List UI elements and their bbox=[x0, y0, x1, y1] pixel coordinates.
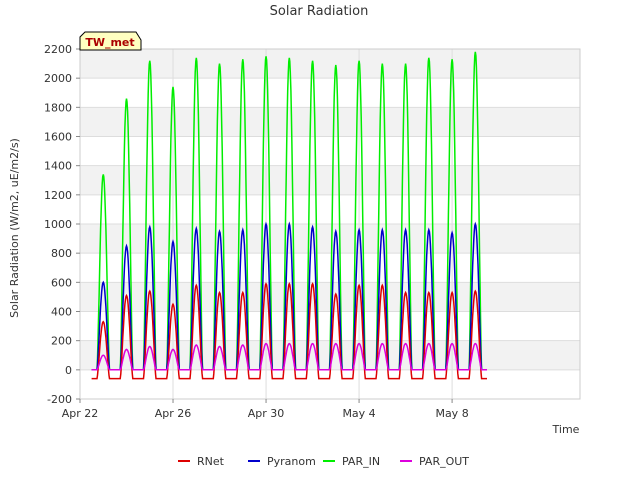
y-tick-label: 1600 bbox=[44, 131, 72, 144]
legend-label: PAR_IN bbox=[342, 455, 380, 468]
legend-label: PAR_OUT bbox=[419, 455, 469, 468]
x-axis-label: Time bbox=[552, 423, 580, 436]
y-tick-label: 0 bbox=[65, 364, 72, 377]
site-badge-label: TW_met bbox=[85, 36, 134, 49]
x-tick-label: Apr 22 bbox=[62, 407, 99, 420]
x-axis: Apr 22 Apr 26 Apr 30 May 4 May 8 bbox=[62, 399, 469, 420]
series-lines bbox=[91, 51, 487, 380]
background-band bbox=[80, 165, 580, 195]
y-tick-label: -200 bbox=[47, 393, 72, 406]
background-band bbox=[80, 49, 580, 79]
series-line-pyranom bbox=[91, 221, 487, 371]
x-tick-label: Apr 26 bbox=[155, 407, 192, 420]
x-tick-label: May 4 bbox=[342, 407, 375, 420]
site-badge-shape bbox=[79, 31, 142, 51]
legend: RNet Pyranom PAR_IN PAR_OUT bbox=[178, 455, 469, 468]
x-tick-label: Apr 30 bbox=[248, 407, 285, 420]
y-tick-label: 600 bbox=[51, 276, 72, 289]
legend-label: RNet bbox=[197, 455, 225, 468]
y-axis: -200 0 200 400 600 800 1000 1200 1400 1600 1800 200… bbox=[44, 43, 80, 406]
y-tick-label: 400 bbox=[51, 306, 72, 319]
series-line-par-out bbox=[91, 342, 487, 371]
legend-label: Pyranom bbox=[267, 455, 316, 468]
x-tick-label: May 8 bbox=[435, 407, 468, 420]
y-axis-label: Solar Radiation (W/m2, uE/m2/s) bbox=[8, 138, 21, 318]
y-tick-label: 2000 bbox=[44, 72, 72, 85]
y-tick-label: 1800 bbox=[44, 101, 72, 114]
y-tick-label: 200 bbox=[51, 335, 72, 348]
y-tick-label: 1000 bbox=[44, 218, 72, 231]
y-tick-label: 1200 bbox=[44, 189, 72, 202]
series-line-rnet bbox=[91, 281, 487, 380]
site-badge: TW_met bbox=[79, 31, 142, 51]
y-tick-label: 1400 bbox=[44, 160, 72, 173]
series-line-par-in bbox=[91, 51, 487, 371]
plot-background-bands bbox=[80, 49, 580, 370]
y-tick-label: 2200 bbox=[44, 43, 72, 56]
background-band bbox=[80, 224, 580, 254]
background-band bbox=[80, 282, 580, 312]
y-tick-label: 800 bbox=[51, 247, 72, 260]
chart-title: Solar Radiation bbox=[270, 4, 369, 19]
background-band bbox=[80, 107, 580, 137]
